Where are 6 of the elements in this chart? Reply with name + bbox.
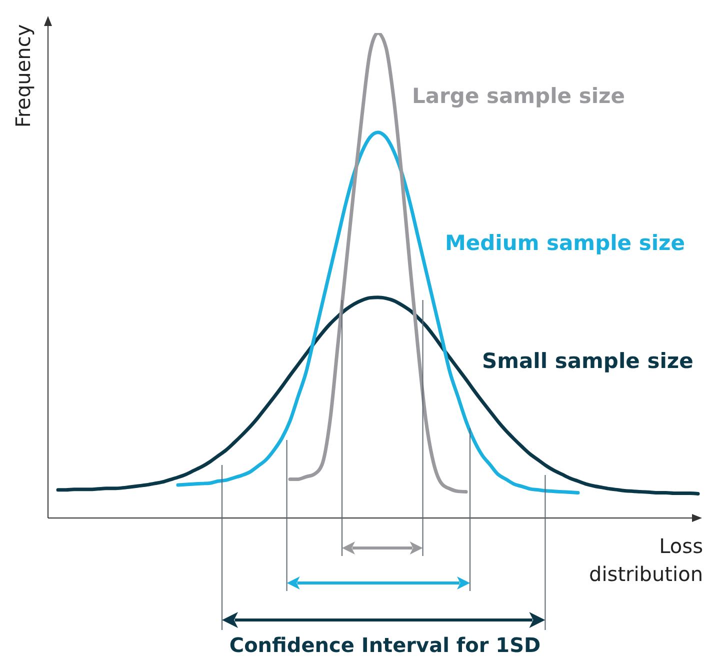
series-label: Small sample size bbox=[482, 349, 694, 373]
series-label: Large sample size bbox=[412, 84, 625, 108]
text: Confidence Interval for 1SD bbox=[229, 633, 541, 657]
y-axis-title: Frequency bbox=[11, 24, 35, 128]
x-axis-title: Loss distribution bbox=[589, 534, 703, 586]
series-label: Medium sample size bbox=[445, 231, 686, 255]
